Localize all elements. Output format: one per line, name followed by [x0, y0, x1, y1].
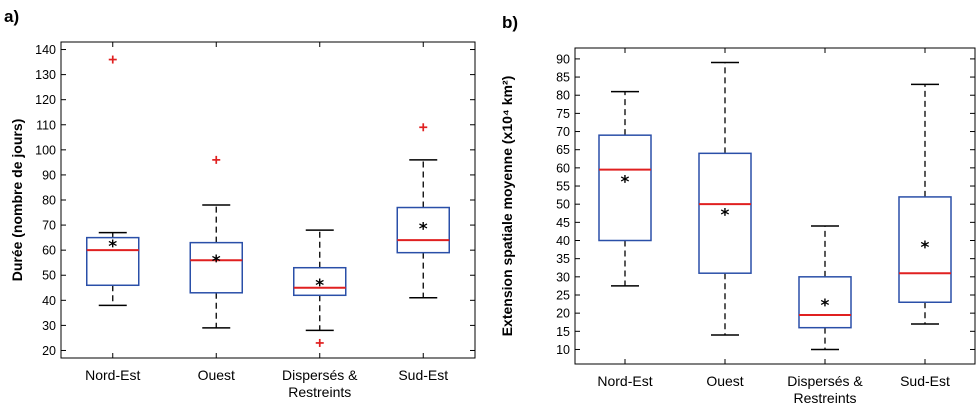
outlier-marker: [212, 155, 221, 164]
y-tick-label: 70: [556, 125, 570, 139]
y-tick-label: 100: [35, 143, 56, 157]
outlier-marker: [419, 123, 428, 132]
y-tick-label: 90: [556, 52, 570, 66]
y-tick-label: 60: [42, 244, 56, 258]
y-tick-label: 110: [36, 118, 56, 132]
box-chart-duree: a) 20 30 40 50 60 70 80 90 100 110 120 130 140 Durée (…: [4, 7, 476, 400]
box: [898, 196, 952, 304]
y-tick-label: 45: [556, 216, 570, 230]
x-tick-label: Sud-Est: [900, 373, 950, 389]
x-tick-label: Dispersés & Restreints: [282, 367, 358, 400]
y-tick-label: 10: [556, 343, 570, 357]
panel-a: a) 20 30 40 50 60 70 80 90 100 110 120 130 140 Durée (…: [4, 7, 476, 400]
mean-marker: *: [821, 296, 830, 316]
y-tick-label: 140: [35, 43, 56, 57]
x-tick-label: Nord-Est: [597, 373, 652, 389]
box: [396, 206, 450, 254]
y-axis-label: Extension spatiale moyenne (x10⁴ km²): [499, 76, 515, 337]
y-tick-label: 80: [556, 89, 570, 103]
y-tick-label: 55: [556, 180, 570, 194]
outlier-marker: [315, 338, 324, 347]
plot-frame: [574, 47, 976, 365]
mean-marker: *: [621, 173, 630, 193]
panel-label: a): [4, 7, 19, 26]
mean-marker: *: [212, 252, 221, 272]
panel-label: b): [502, 13, 518, 32]
x-tick-label: Ouest: [198, 367, 235, 383]
x-tick-label: Dispersés & Restreints: [787, 373, 863, 405]
y-tick-label: 15: [556, 325, 570, 339]
mean-marker: *: [921, 238, 930, 258]
box: [598, 134, 652, 242]
mean-marker: *: [315, 276, 324, 296]
y-axis-label: Durée (nombre de jours): [9, 119, 25, 282]
y-tick-label: 50: [556, 198, 570, 212]
y-tick-label: 35: [556, 252, 570, 266]
x-tick-label: Nord-Est: [85, 367, 140, 383]
y-tick-label: 65: [556, 143, 570, 157]
box: [293, 266, 347, 297]
box: [798, 276, 852, 329]
y-tick-label: 25: [556, 288, 570, 302]
mean-marker: *: [721, 205, 730, 225]
box: [86, 236, 140, 287]
y-tick-label: 60: [556, 161, 570, 175]
x-tick-label: Ouest: [706, 373, 743, 389]
plot-frame: [60, 41, 476, 359]
x-tick-label: Sud-Est: [398, 367, 448, 383]
y-tick-label: 75: [556, 107, 570, 121]
box-chart-extension: b) 10 15 20 25 30 35 40 45 50 55 60 65 70 75 80 85 90 Exte…: [499, 13, 976, 405]
mean-marker: *: [108, 237, 117, 257]
y-tick-label: 30: [556, 270, 570, 284]
y-tick-label: 70: [42, 219, 56, 233]
y-tick-label: 85: [556, 71, 570, 85]
y-tick-label: 120: [35, 93, 56, 107]
y-tick-label: 130: [35, 68, 56, 82]
box: [698, 152, 752, 274]
y-tick-label: 50: [42, 269, 56, 283]
panel-b: b) 10 15 20 25 30 35 40 45 50 55 60 65 70 75 80 85 90 Exte…: [490, 0, 980, 405]
y-tick-label: 20: [42, 344, 56, 358]
outlier-marker: [108, 55, 117, 64]
mean-marker: *: [419, 220, 428, 240]
y-tick-label: 20: [556, 307, 570, 321]
y-tick-label: 40: [42, 294, 56, 308]
y-tick-label: 90: [42, 168, 56, 182]
y-tick-label: 80: [42, 194, 56, 208]
y-tick-label: 40: [556, 234, 570, 248]
y-tick-label: 30: [42, 319, 56, 333]
box: [189, 241, 243, 294]
